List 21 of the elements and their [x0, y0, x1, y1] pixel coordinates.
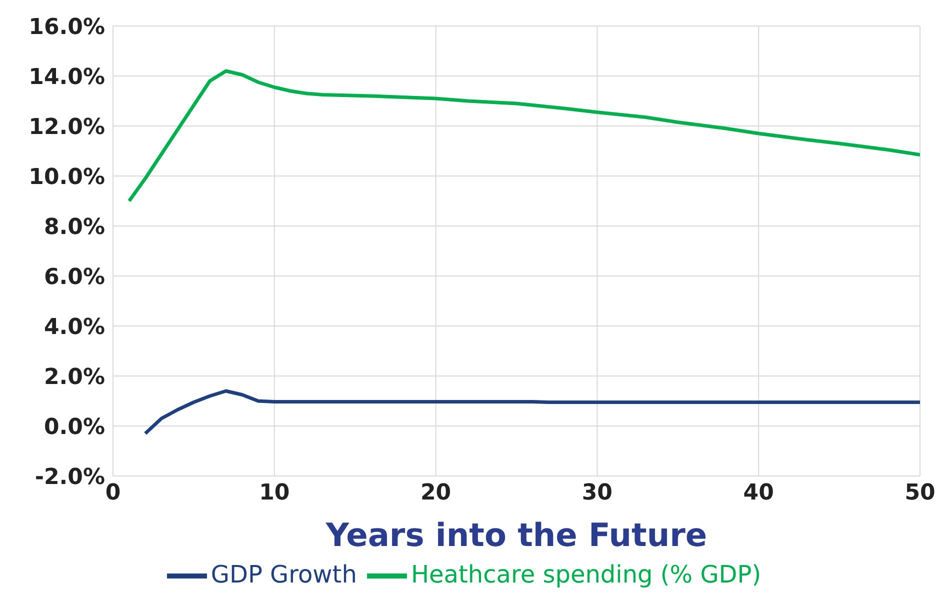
- y-tick-label: 2.0%: [44, 364, 105, 390]
- y-tick-label: 0.0%: [44, 414, 105, 440]
- legend-label: GDP Growth: [210, 560, 357, 589]
- x-tick-label: 40: [743, 480, 774, 506]
- y-tick-label: 8.0%: [44, 214, 105, 240]
- y-tick-label: 6.0%: [44, 264, 105, 290]
- y-tick-label: 4.0%: [44, 314, 105, 340]
- y-tick-label: 12.0%: [28, 114, 105, 140]
- x-tick-label: 10: [259, 480, 290, 506]
- y-tick-label: 10.0%: [28, 164, 105, 190]
- y-tick-label: -2.0%: [34, 464, 105, 490]
- x-tick-label: 30: [582, 480, 613, 506]
- x-tick-label: 20: [420, 480, 452, 506]
- y-tick-label: 16.0%: [28, 14, 105, 40]
- legend-label: Heathcare spending (% GDP): [410, 560, 762, 589]
- x-tick-label: 0: [105, 480, 121, 506]
- y-tick-label: 14.0%: [28, 64, 105, 90]
- line-series: [144, 389, 920, 436]
- line-series: [127, 69, 920, 203]
- x-axis-title: Years into the Future: [324, 516, 708, 554]
- x-tick-label: 50: [904, 480, 936, 506]
